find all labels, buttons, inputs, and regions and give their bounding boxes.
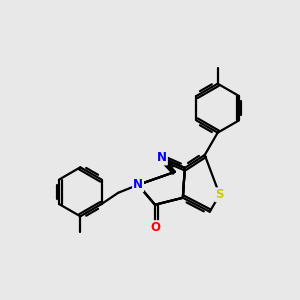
Text: N: N bbox=[133, 178, 143, 191]
Text: N: N bbox=[157, 152, 167, 164]
Text: S: S bbox=[215, 188, 224, 201]
Text: O: O bbox=[150, 221, 160, 234]
